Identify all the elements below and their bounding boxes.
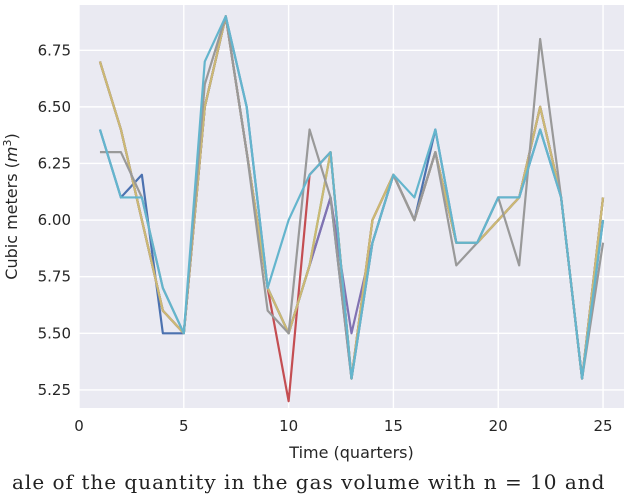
series-lines (98, 15, 605, 403)
figure-caption-fragment: ale of the quantity in the gas volume wi… (12, 470, 606, 494)
y-tick-label: 6.75 (38, 41, 71, 59)
y-axis-label-text: Cubic meters (2, 173, 21, 279)
x-tick-label: 10 (279, 417, 298, 435)
y-tick-label: 6.25 (38, 154, 71, 172)
x-tick-label: 20 (489, 417, 508, 435)
y-tick-label: 5.25 (38, 381, 71, 399)
x-axis-label: Time (quarters) (288, 443, 413, 462)
x-tick-labels: 0 5 10 15 20 25 (74, 417, 612, 435)
x-tick-label: 5 (179, 417, 189, 435)
y-tick-label: 6.00 (38, 211, 71, 229)
plot-area (79, 5, 624, 408)
y-axis-unit-exponent: 3 (1, 140, 14, 147)
x-tick-label: 0 (74, 417, 84, 435)
y-axis-unit: m (2, 147, 21, 163)
y-tick-label: 6.50 (38, 98, 71, 116)
y-tick-label: 5.75 (38, 268, 71, 286)
y-axis-label: Cubic meters (m3) (1, 133, 22, 279)
y-tick-label: 5.50 (38, 324, 71, 342)
series-line-7 (98, 15, 605, 380)
x-tick-label: 15 (384, 417, 403, 435)
line-chart: 0 5 10 15 20 25 5.255.505.756.006.256.506.75 … (1, 5, 624, 462)
x-tick-label: 25 (593, 417, 612, 435)
y-tick-labels: 5.25 5.50 5.75 6.00 6.25 6.50 6.75 (38, 41, 71, 399)
